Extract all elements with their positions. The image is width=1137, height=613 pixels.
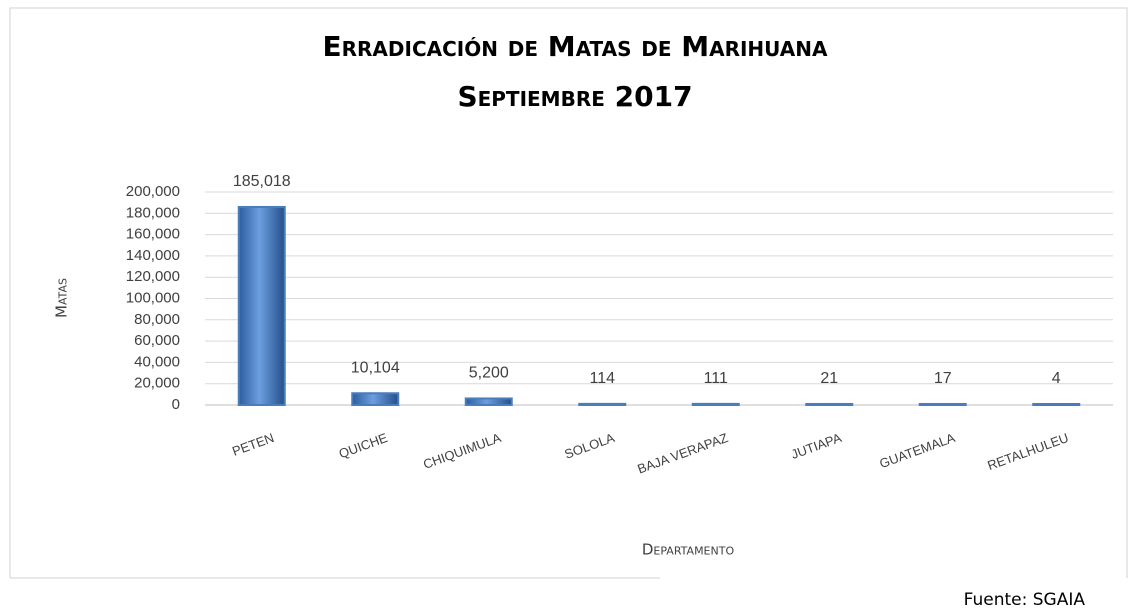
x-tick-label: BAJA VERAPAZ	[635, 430, 730, 477]
frame	[9, 7, 1128, 579]
x-axis-label: Departamento	[642, 541, 735, 559]
value-label: 4	[1052, 370, 1061, 387]
y-tick-label: 160,000	[126, 226, 180, 243]
x-tick-label: JUTIAPA	[789, 430, 844, 462]
bar	[578, 402, 627, 407]
bar	[805, 402, 854, 406]
y-tick-label: 80,000	[134, 311, 180, 328]
x-tick-label: QUICHE	[337, 430, 390, 462]
y-tick-label: 60,000	[134, 332, 180, 349]
value-label: 10,104	[351, 359, 400, 376]
x-tick-label: RETALHULEU	[985, 430, 1070, 473]
value-label: 114	[589, 370, 615, 387]
value-label: 111	[704, 370, 728, 387]
x-tick-label: SOLOLA	[562, 430, 616, 462]
y-tick-label: 200,000	[126, 183, 180, 200]
x-tick-label: PETEN	[230, 430, 276, 459]
y-tick-label: 180,000	[126, 204, 180, 221]
bar	[237, 205, 286, 406]
bar	[691, 402, 740, 406]
chart-subtitle: Septiembre 2017	[457, 80, 692, 113]
chart-title: Erradicación de Matas de Marihuana	[323, 30, 829, 63]
value-label: 5,200	[469, 365, 509, 382]
y-tick-label: 100,000	[126, 289, 180, 306]
y-tick-label: 120,000	[126, 268, 180, 285]
x-tick-label: CHIQUIMULA	[421, 430, 503, 472]
x-tick-label: GUATEMALA	[877, 430, 957, 471]
y-tick-label: 0	[172, 396, 180, 413]
value-label: 185,018	[233, 173, 291, 190]
y-tick-label: 20,000	[134, 375, 180, 392]
bar	[918, 402, 967, 407]
bar	[464, 397, 513, 407]
value-label: 17	[934, 370, 952, 387]
source: Fuente: SGAIA	[964, 590, 1086, 610]
bar	[1032, 402, 1081, 406]
bar	[351, 392, 400, 406]
value-label: 21	[820, 370, 838, 387]
y-tick-label: 140,000	[126, 247, 180, 264]
y-tick-label: 40,000	[134, 353, 180, 370]
y-axis-label: Matas	[53, 278, 71, 318]
